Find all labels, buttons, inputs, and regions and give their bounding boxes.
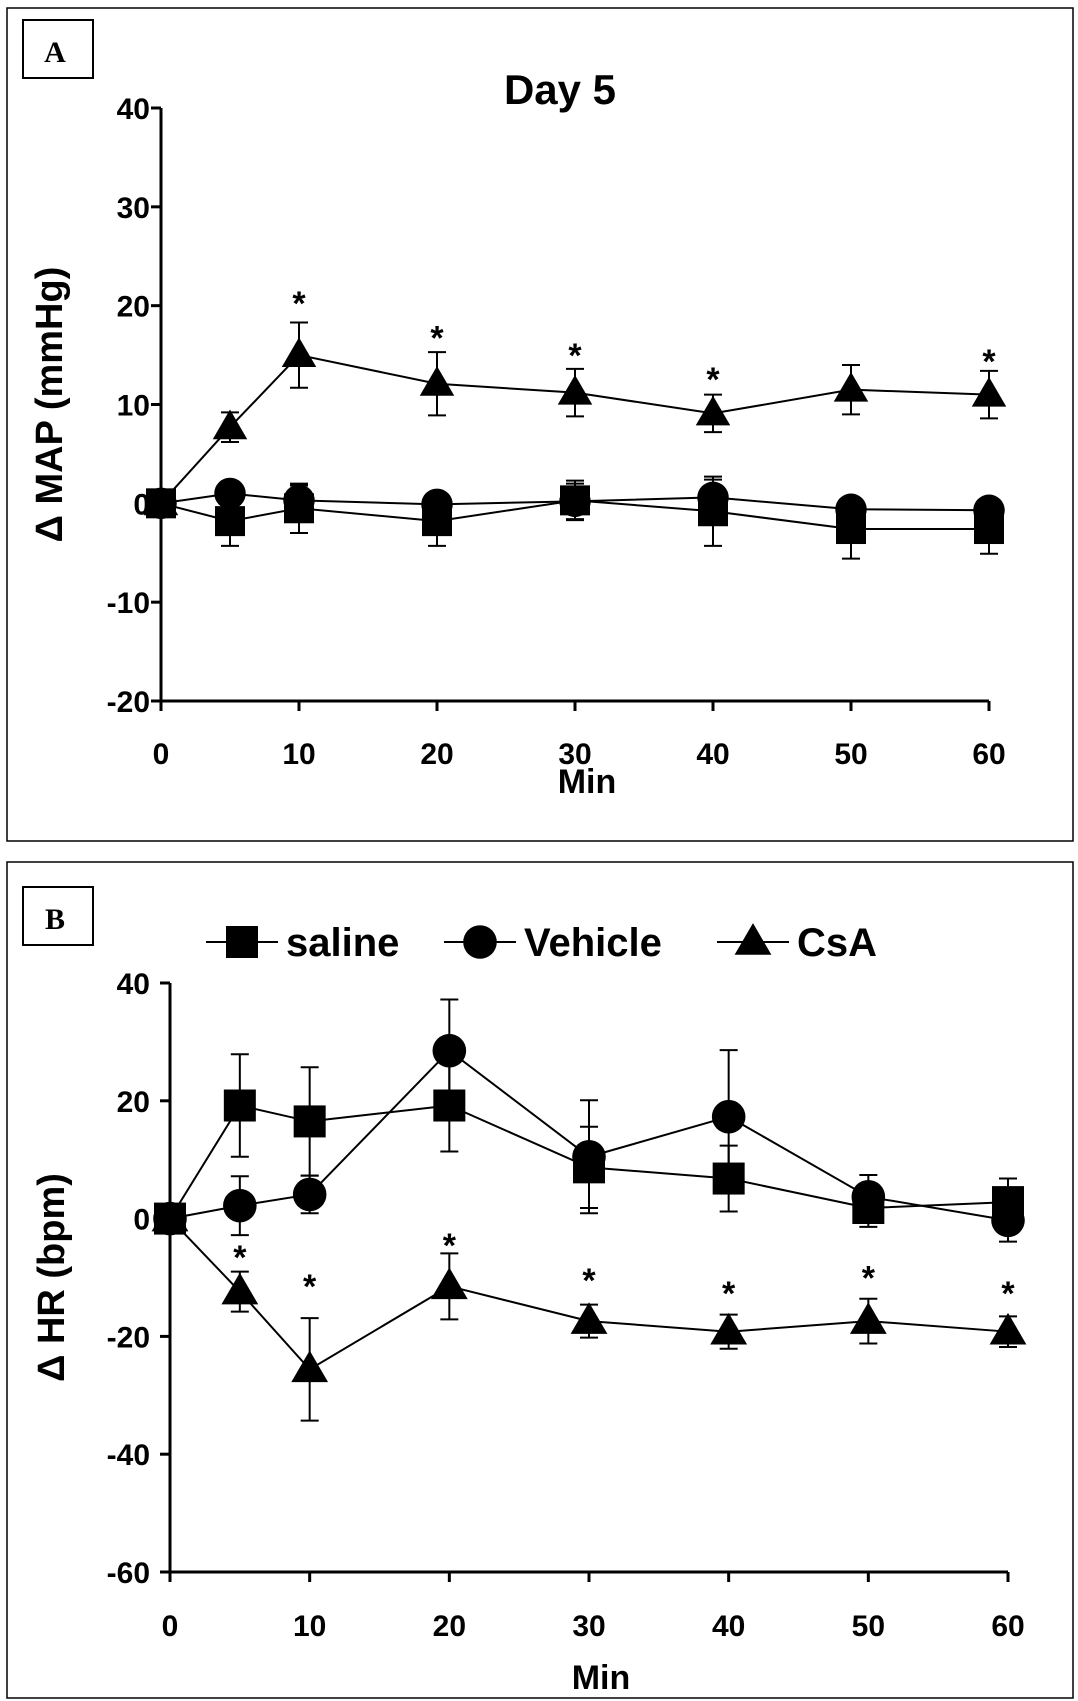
- y-tick-label: 40: [117, 968, 150, 1001]
- significance-star: *: [430, 319, 444, 357]
- x-tick-label: 60: [991, 1610, 1024, 1643]
- x-tick-label: 20: [433, 1610, 466, 1643]
- x-tick-label: 40: [712, 1610, 745, 1643]
- panel-b-label: B: [45, 903, 65, 936]
- triangle-point: [281, 337, 317, 368]
- y-tick-label: -60: [107, 1557, 150, 1590]
- circle-point: [283, 484, 315, 517]
- significance-star: *: [568, 337, 582, 375]
- significance-star: *: [233, 1239, 247, 1277]
- y-tick-label: 10: [117, 390, 150, 423]
- triangle-point: [557, 374, 593, 405]
- significance-star: *: [722, 1275, 736, 1313]
- circle-point: [835, 493, 867, 526]
- x-tick-label: 10: [282, 738, 315, 771]
- vehicle-point: [711, 1099, 746, 1134]
- csa-point: [291, 1350, 329, 1383]
- panel-b-legend: saline Vehicle CsA: [206, 921, 877, 965]
- y-axis-label: Δ MAP (mmHg): [29, 267, 71, 543]
- significance-star: *: [582, 1262, 596, 1300]
- triangle-point: [419, 366, 455, 396]
- csa-point: [151, 1199, 189, 1232]
- vehicle-point: [851, 1180, 886, 1214]
- vehicle-point: [223, 1188, 257, 1223]
- significance-star: *: [982, 343, 996, 381]
- circle-point: [973, 494, 1005, 527]
- x-tick-label: 50: [834, 738, 867, 771]
- circle-point: [697, 481, 729, 514]
- circle-point: [559, 485, 591, 518]
- y-tick-label: 20: [117, 291, 150, 324]
- triangle-point: [212, 409, 248, 440]
- y-tick-label: -20: [107, 1321, 150, 1354]
- square-point: [215, 506, 245, 537]
- saline-point: [293, 1105, 326, 1138]
- y-tick-label: 20: [117, 1086, 150, 1119]
- y-tick-label: -40: [107, 1439, 150, 1472]
- panel-b-frame: [6, 861, 1074, 1699]
- legend-marker-saline: [226, 926, 258, 958]
- vehicle-point: [572, 1139, 606, 1174]
- y-tick-label: -20: [107, 686, 150, 719]
- triangle-point: [695, 395, 731, 426]
- significance-star: *: [303, 1268, 317, 1306]
- significance-star: *: [292, 285, 306, 323]
- legend-label-vehicle: Vehicle: [524, 921, 662, 965]
- circle-point: [421, 488, 453, 521]
- csa-point: [570, 1302, 608, 1334]
- x-tick-label: 40: [696, 738, 729, 771]
- panel-b-label-box: [22, 886, 94, 946]
- panel-b-plot: -60 -40 -20 0 20 40 0 10 20 30 40 50 60 Min Δ HR (bpm)…: [31, 968, 1027, 1697]
- triangle-series-line: [160, 353, 990, 505]
- csa-point: [989, 1312, 1027, 1345]
- panel-a-label-box: [22, 19, 94, 79]
- significance-star: *: [1001, 1275, 1015, 1313]
- y-axis-label: Δ HR (bpm): [31, 1173, 73, 1382]
- saline-point: [223, 1089, 256, 1122]
- circle-point: [214, 477, 246, 510]
- x-tick-label: 50: [852, 1610, 885, 1643]
- x-axis-label: Min: [572, 1659, 631, 1697]
- csa-point: [849, 1302, 887, 1334]
- vehicle-point: [991, 1203, 1025, 1238]
- y-tick-label: -10: [107, 587, 150, 620]
- vehicle-point: [292, 1177, 327, 1212]
- significance-star: *: [862, 1260, 876, 1298]
- x-tick-label: 10: [293, 1610, 326, 1643]
- csa-point: [221, 1272, 259, 1305]
- x-tick-label: 20: [420, 738, 453, 771]
- y-tick-label: 40: [117, 93, 150, 126]
- legend-label-saline: saline: [286, 921, 399, 965]
- triangle-point: [971, 376, 1007, 407]
- panel-a-label: A: [44, 36, 66, 69]
- csa-point: [710, 1312, 748, 1345]
- y-tick-label: 30: [117, 192, 150, 225]
- csa-series-line: [169, 1217, 1009, 1371]
- legend-label-csa: CsA: [797, 921, 877, 965]
- panel-a-frame: [6, 7, 1074, 842]
- panel-b: B saline Vehicle CsA -60 -40 -20 0 20 40 0 10 20 30…: [6, 861, 1074, 1699]
- significance-star: *: [706, 361, 720, 399]
- x-axis-label: Min: [558, 763, 617, 801]
- csa-point: [430, 1267, 468, 1300]
- vehicle-point: [432, 1033, 467, 1068]
- significance-star: *: [443, 1227, 457, 1265]
- legend-marker-csa: [734, 923, 772, 955]
- x-tick-label: 60: [972, 738, 1005, 771]
- triangle-point: [143, 485, 179, 516]
- x-tick-label: 30: [572, 1610, 605, 1643]
- x-tick-label: 30: [558, 738, 591, 771]
- x-tick-label: 0: [162, 1610, 179, 1643]
- triangle-point: [833, 372, 869, 402]
- x-tick-label: 0: [153, 738, 170, 771]
- panel-a-title: Day 5: [504, 66, 616, 113]
- legend-marker-vehicle: [463, 925, 497, 959]
- y-tick-label: 0: [133, 1204, 150, 1237]
